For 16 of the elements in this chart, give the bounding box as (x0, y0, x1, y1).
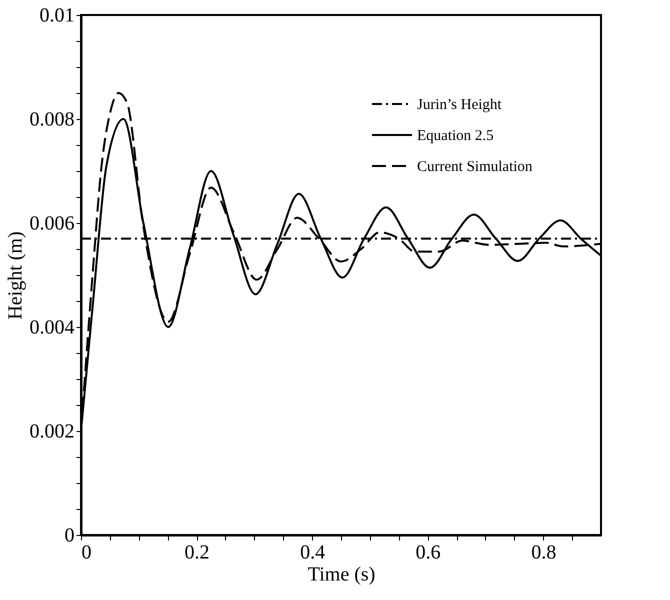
x-axis-title: Time (s) (308, 564, 376, 586)
x-tick-label: 0.6 (416, 542, 441, 564)
x-tick-label: 0.8 (531, 542, 556, 564)
legend-label: Equation 2.5 (417, 128, 494, 144)
legend-label: Current Simulation (417, 159, 533, 175)
y-tick-label: 0.002 (30, 420, 74, 442)
x-tick-label: 0.2 (184, 542, 210, 564)
y-tick-label: 0.008 (30, 108, 74, 130)
y-tick-label: 0.006 (30, 212, 74, 234)
y-tick-label: 0 (64, 524, 74, 546)
legend-label: Jurin’s Height (417, 97, 502, 113)
y-axis-title: Height (m) (4, 231, 26, 320)
y-tick-label: 0.01 (40, 4, 74, 26)
y-tick-label: 0.004 (30, 316, 74, 338)
x-tick-label: 0 (82, 542, 92, 564)
x-tick-label: 0.4 (300, 542, 326, 564)
